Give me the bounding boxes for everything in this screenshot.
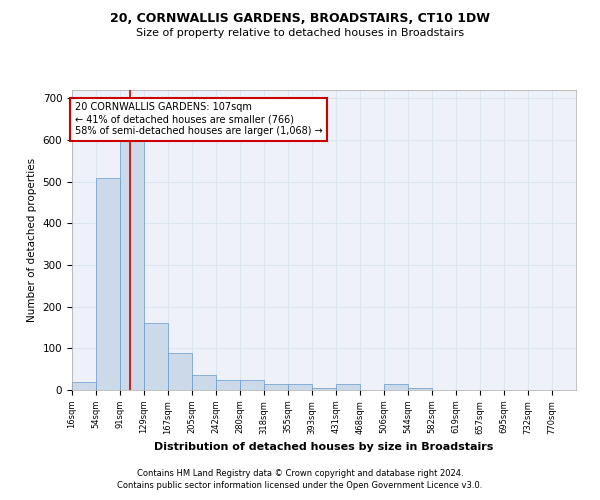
Bar (240, 380, 264, 390)
Text: Contains public sector information licensed under the Open Government Licence v3: Contains public sector information licen… (118, 481, 482, 490)
Bar (144, 324, 168, 390)
Bar (96, 178, 120, 390)
Text: 20 CORNWALLIS GARDENS: 107sqm
← 41% of detached houses are smaller (766)
58% of : 20 CORNWALLIS GARDENS: 107sqm ← 41% of d… (74, 102, 322, 136)
Bar (120, 124, 143, 390)
Bar (72, 382, 96, 390)
Bar (168, 352, 192, 390)
Bar (408, 388, 432, 390)
Bar (336, 384, 360, 390)
Text: 20, CORNWALLIS GARDENS, BROADSTAIRS, CT10 1DW: 20, CORNWALLIS GARDENS, BROADSTAIRS, CT1… (110, 12, 490, 26)
X-axis label: Distribution of detached houses by size in Broadstairs: Distribution of detached houses by size … (154, 442, 494, 452)
Text: Contains HM Land Registry data © Crown copyright and database right 2024.: Contains HM Land Registry data © Crown c… (137, 468, 463, 477)
Bar (384, 384, 407, 390)
Y-axis label: Number of detached properties: Number of detached properties (27, 158, 37, 322)
Text: Size of property relative to detached houses in Broadstairs: Size of property relative to detached ho… (136, 28, 464, 38)
Bar (312, 388, 336, 390)
Bar (264, 384, 288, 390)
Bar (192, 376, 216, 390)
Bar (288, 384, 311, 390)
Bar (216, 380, 239, 390)
